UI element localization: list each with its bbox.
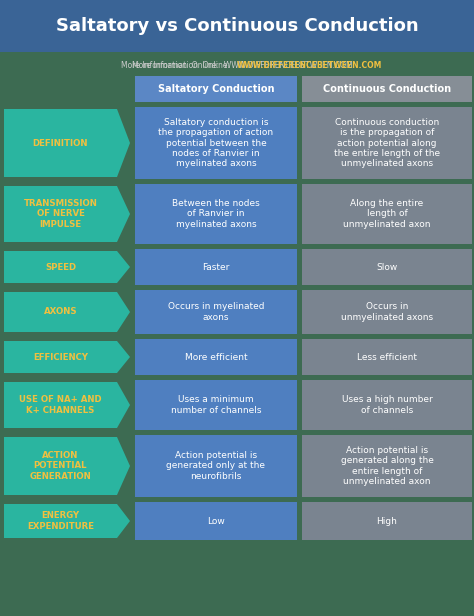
Bar [302,107,472,179]
Bar [135,184,297,244]
Polygon shape [4,437,130,495]
Text: Slow: Slow [376,262,398,272]
Bar [302,184,472,244]
Text: USE OF NA+ AND
K+ CHANNELS: USE OF NA+ AND K+ CHANNELS [19,395,102,415]
Text: ACTION
POTENTIAL
GENERATION: ACTION POTENTIAL GENERATION [29,451,91,481]
Polygon shape [4,504,130,538]
Bar [135,435,297,497]
Polygon shape [4,382,130,428]
Text: More Information  Online:  WWW.DIFFERENCEBETWEEN.COM: More Information Online: WWW.DIFFERENCEB… [121,62,353,70]
Bar [135,290,297,334]
Bar [302,380,472,430]
Text: TRANSMISSION
OF NERVE
IMPULSE: TRANSMISSION OF NERVE IMPULSE [24,199,98,229]
Text: Action potential is
generated only at the
neurofibrils: Action potential is generated only at th… [166,451,265,481]
Text: Continuous Conduction: Continuous Conduction [323,84,451,94]
Text: Continuous conduction
is the propagation of
action potential along
the entire le: Continuous conduction is the propagation… [334,118,440,168]
Text: Between the nodes
of Ranvier in
myelinated axons: Between the nodes of Ranvier in myelinat… [172,199,260,229]
Text: SPEED: SPEED [45,262,76,272]
Polygon shape [4,251,130,283]
Text: Saltatory vs Continuous Conduction: Saltatory vs Continuous Conduction [55,17,419,35]
Bar [302,502,472,540]
Text: Occurs in myelinated
axons: Occurs in myelinated axons [168,302,264,322]
Text: Occurs in
unmyelinated axons: Occurs in unmyelinated axons [341,302,433,322]
Text: DEFINITION: DEFINITION [33,139,88,147]
Polygon shape [4,186,130,242]
Bar [135,380,297,430]
Bar [135,249,297,285]
Text: Action potential is
generated along the
entire length of
unmyelinated axon: Action potential is generated along the … [340,446,433,486]
Text: Faster: Faster [202,262,230,272]
Bar [302,435,472,497]
Text: Uses a minimum
number of channels: Uses a minimum number of channels [171,395,261,415]
Bar [302,339,472,375]
Polygon shape [4,341,130,373]
Text: More efficient: More efficient [185,352,247,362]
Bar [0,0,474,52]
Polygon shape [4,292,130,332]
Bar [302,76,472,102]
Text: Uses a high number
of channels: Uses a high number of channels [342,395,432,415]
Text: WWW.DIFFERENCEBETWEEN.COM: WWW.DIFFERENCEBETWEEN.COM [237,62,383,70]
Bar [135,107,297,179]
Text: Less efficient: Less efficient [357,352,417,362]
Text: Low: Low [207,516,225,525]
Text: Saltatory Conduction: Saltatory Conduction [158,84,274,94]
Bar [135,76,297,102]
Text: AXONS: AXONS [44,307,77,317]
Bar [302,290,472,334]
Text: ENERGY
EXPENDITURE: ENERGY EXPENDITURE [27,511,94,531]
Text: Along the entire
length of
unmyelinated axon: Along the entire length of unmyelinated … [343,199,431,229]
Text: EFFICIENCY: EFFICIENCY [33,352,88,362]
Polygon shape [4,109,130,177]
Text: High: High [376,516,397,525]
Text: Saltatory conduction is
the propagation of action
potential between the
nodes of: Saltatory conduction is the propagation … [158,118,273,168]
Text: More Information  Online:: More Information Online: [132,62,235,70]
Bar [302,249,472,285]
Bar [135,502,297,540]
Bar [135,339,297,375]
